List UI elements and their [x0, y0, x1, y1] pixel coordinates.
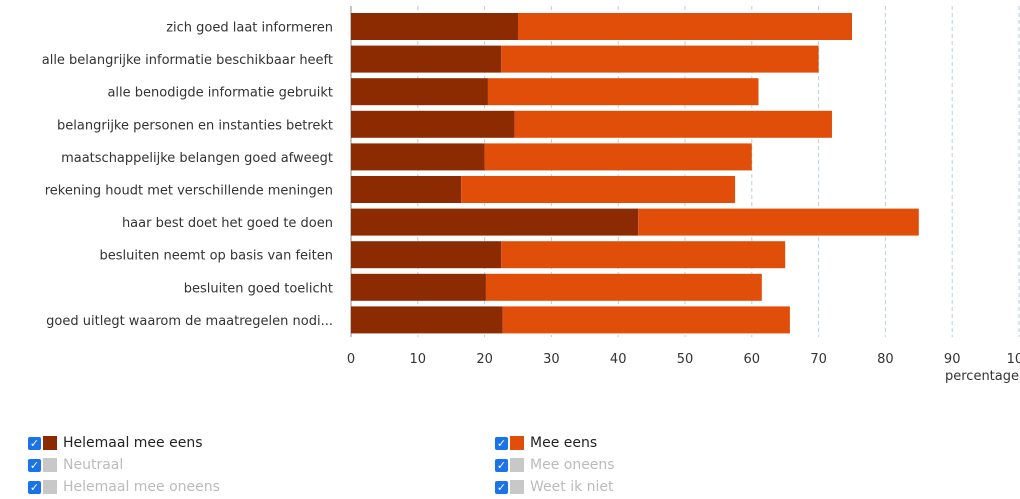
- legend-label: Weet ik niet: [530, 479, 614, 495]
- bar-segment[interactable]: [351, 78, 488, 106]
- legend-label: Helemaal mee eens: [63, 435, 203, 451]
- category-label: alle belangrijke informatie beschikbaar …: [42, 53, 333, 68]
- category-label: zich goed laat informeren: [166, 21, 333, 36]
- bar-segment[interactable]: [351, 176, 462, 203]
- bar-segment[interactable]: [502, 306, 790, 334]
- x-tick-label: 10: [410, 352, 427, 367]
- x-tick-label: 40: [610, 352, 627, 367]
- bar-segment[interactable]: [501, 45, 819, 73]
- x-tick-label: 70: [810, 352, 827, 367]
- checkbox-icon[interactable]: ✓: [28, 480, 41, 494]
- bar-segment[interactable]: [485, 273, 762, 301]
- category-label: belangrijke personen en instanties betre…: [57, 118, 333, 133]
- legend: ✓ Helemaal mee eens ✓ Mee eens ✓ Neutraa…: [28, 433, 988, 499]
- legend-label: Helemaal mee oneens: [63, 479, 220, 495]
- bar-segment[interactable]: [487, 78, 759, 106]
- checkbox-icon[interactable]: ✓: [495, 480, 508, 494]
- category-label: maatschappelijke belangen goed afweegt: [61, 151, 333, 166]
- category-label: haar best doet het goed te doen: [122, 216, 333, 231]
- x-tick-label: 90: [944, 352, 961, 367]
- bar-segment[interactable]: [484, 143, 752, 171]
- bar-segment[interactable]: [351, 45, 502, 73]
- category-label: besluiten neemt op basis van feiten: [100, 249, 333, 264]
- bar-segment[interactable]: [514, 110, 832, 138]
- x-axis-title: percentage: [945, 369, 1019, 384]
- legend-swatch: [43, 458, 57, 472]
- bar-segment[interactable]: [461, 176, 736, 203]
- legend-item-helemaal-mee-oneens[interactable]: ✓ Helemaal mee oneens: [28, 477, 220, 497]
- legend-swatch: [510, 458, 524, 472]
- bar-segment[interactable]: [351, 143, 485, 171]
- legend-item-helemaal-mee-eens[interactable]: ✓ Helemaal mee eens: [28, 433, 203, 453]
- bar-segment[interactable]: [351, 306, 503, 334]
- category-label: rekening houdt met verschillende meninge…: [45, 184, 333, 199]
- legend-item-mee-eens[interactable]: ✓ Mee eens: [495, 433, 597, 453]
- legend-item-weet-ik-niet[interactable]: ✓ Weet ik niet: [495, 477, 614, 497]
- legend-label: Neutraal: [63, 457, 124, 473]
- x-tick-label: 30: [543, 352, 560, 367]
- category-label: alle benodigde informatie gebruikt: [107, 86, 333, 101]
- x-tick-label: 100: [1007, 352, 1020, 367]
- checkbox-icon[interactable]: ✓: [495, 436, 508, 450]
- legend-item-mee-oneens[interactable]: ✓ Mee oneens: [495, 455, 615, 475]
- x-tick-label: 20: [476, 352, 493, 367]
- bar-segment[interactable]: [351, 208, 639, 236]
- x-tick-label: 50: [677, 352, 694, 367]
- stacked-bar-chart: zich goed laat informeren alle belangrijk…: [42, 6, 1020, 384]
- legend-swatch: [43, 480, 57, 494]
- bar-segment[interactable]: [638, 208, 919, 236]
- x-tick-label: 60: [744, 352, 761, 367]
- legend-swatch: [510, 480, 524, 494]
- bar-segment[interactable]: [351, 241, 502, 269]
- checkbox-icon[interactable]: ✓: [28, 458, 41, 472]
- bar-segment[interactable]: [351, 273, 486, 301]
- bar-segment[interactable]: [351, 13, 518, 40]
- legend-label: Mee eens: [530, 435, 598, 451]
- x-tick-label: 0: [347, 352, 355, 367]
- category-label: besluiten goed toelicht: [184, 281, 333, 296]
- bar-segment[interactable]: [501, 241, 786, 269]
- legend-item-neutraal[interactable]: ✓ Neutraal: [28, 455, 123, 475]
- bar-segment[interactable]: [351, 110, 515, 138]
- bar-segment[interactable]: [518, 13, 852, 40]
- x-tick-label: 80: [877, 352, 894, 367]
- checkbox-icon[interactable]: ✓: [495, 458, 508, 472]
- category-label: goed uitlegt waarom de maatregelen nodi.…: [46, 314, 333, 329]
- checkbox-icon[interactable]: ✓: [28, 436, 41, 450]
- legend-swatch: [510, 436, 524, 450]
- legend-swatch: [43, 436, 57, 450]
- legend-label: Mee oneens: [530, 457, 615, 473]
